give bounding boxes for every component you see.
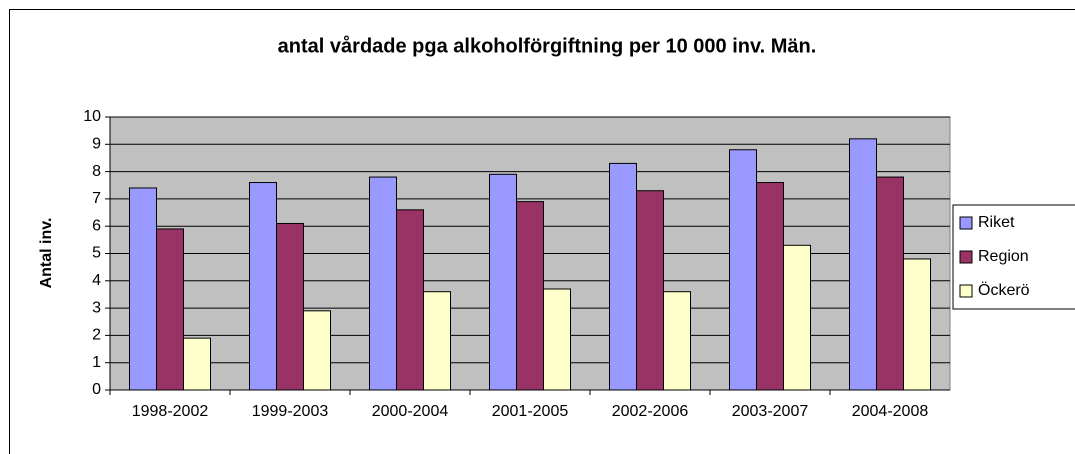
legend-label: Riket: [978, 214, 1015, 231]
y-tick-label: 7: [92, 190, 101, 207]
bar: [489, 173, 517, 391]
x-tick-label: 1998-2002: [132, 403, 209, 420]
bar: [396, 209, 424, 391]
bar: [636, 190, 664, 391]
legend-swatch: [959, 284, 973, 298]
y-tick-label: 0: [92, 381, 101, 398]
legend-swatch: [959, 216, 973, 230]
x-tick-label: 2001-2005: [492, 403, 569, 420]
y-axis-label: Antal inv.: [38, 218, 55, 289]
y-tick-label: 4: [92, 272, 101, 289]
bar: [369, 176, 397, 391]
x-tick-label: 1999-2003: [252, 403, 329, 420]
bar: [543, 288, 571, 391]
bar: [276, 222, 304, 391]
legend-box: [952, 204, 1075, 310]
y-tick-label: 9: [92, 136, 101, 153]
y-tick-label: 3: [92, 299, 101, 316]
legend-label: Region: [978, 248, 1029, 265]
x-tick-label: 2003-2007: [732, 403, 809, 420]
bar: [303, 310, 331, 391]
bar: [609, 162, 637, 391]
y-tick-label: 1: [92, 354, 101, 371]
bar: [183, 337, 211, 391]
x-tick-label: 2000-2004: [372, 403, 449, 420]
bar: [903, 258, 931, 391]
bar: [729, 149, 757, 391]
y-tick-label: 6: [92, 217, 101, 234]
y-tick-label: 10: [83, 108, 101, 125]
legend-swatch: [959, 250, 973, 264]
bar: [516, 201, 544, 391]
bar: [129, 187, 157, 391]
y-tick-label: 5: [92, 245, 101, 262]
bar: [249, 182, 277, 391]
bar: [423, 291, 451, 391]
y-tick-label: 2: [92, 327, 101, 344]
legend-label: Öckerö: [978, 281, 1030, 299]
bar: [876, 176, 904, 391]
bar: [783, 244, 811, 391]
x-tick-label: 2004-2008: [852, 403, 929, 420]
chart-title: antal vårdade pga alkoholförgiftning per…: [278, 34, 817, 57]
bar: [849, 138, 877, 391]
y-tick-label: 8: [92, 163, 101, 180]
bar: [663, 291, 691, 391]
bar: [756, 182, 784, 391]
bar: [156, 228, 184, 391]
x-tick-label: 2002-2006: [612, 403, 689, 420]
